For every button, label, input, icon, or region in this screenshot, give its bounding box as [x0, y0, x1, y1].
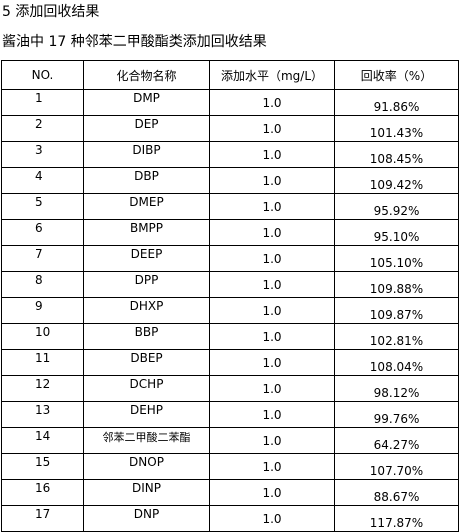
- spike-level: 1.0: [209, 297, 335, 324]
- recovery-rate: 117.87%: [334, 505, 459, 532]
- compound-name: DHXP: [83, 297, 210, 324]
- compound-name: DINP: [83, 479, 210, 506]
- table-row: 9 DHXP 1.0 109.87%: [1, 297, 459, 324]
- spike-level: 1.0: [209, 115, 335, 142]
- compound-name: DEEP: [83, 245, 210, 272]
- compound-name: DNP: [83, 505, 210, 532]
- recovery-rate: 109.42%: [334, 167, 459, 194]
- row-number: 14: [1, 427, 84, 454]
- table-row: 13 DEHP 1.0 99.76%: [1, 401, 459, 428]
- column-header-level: 添加水平（mg/L）: [209, 60, 335, 90]
- table-row: 6 BMPP 1.0 95.10%: [1, 219, 459, 246]
- recovery-rate: 88.67%: [334, 479, 459, 506]
- spike-level: 1.0: [209, 479, 335, 506]
- table-caption: 酱油中 17 种邻苯二甲酸酯类添加回收结果: [2, 34, 267, 50]
- row-number: 8: [1, 271, 84, 298]
- row-number: 2: [1, 115, 84, 142]
- row-number: 4: [1, 167, 84, 194]
- row-number: 10: [1, 323, 84, 350]
- compound-name: DEHP: [83, 401, 210, 428]
- compound-name: DCHP: [83, 375, 210, 402]
- table-header-row: NO. 化合物名称 添加水平（mg/L） 回收率（%）: [1, 60, 459, 90]
- row-number: 16: [1, 479, 84, 506]
- recovery-rate: 95.92%: [334, 193, 459, 220]
- spike-level: 1.0: [209, 245, 335, 272]
- compound-name: DBEP: [83, 349, 210, 376]
- recovery-rate: 105.10%: [334, 245, 459, 272]
- column-header-recovery: 回收率（%）: [334, 60, 459, 90]
- compound-name: DNOP: [83, 453, 210, 480]
- spike-level: 1.0: [209, 349, 335, 376]
- table-row: 2 DEP 1.0 101.43%: [1, 115, 459, 142]
- compound-name: BMPP: [83, 219, 210, 246]
- row-number: 7: [1, 245, 84, 272]
- column-header-no: NO.: [1, 60, 84, 90]
- recovery-rate: 64.27%: [334, 427, 459, 454]
- spike-level: 1.0: [209, 323, 335, 350]
- recovery-rate: 99.76%: [334, 401, 459, 428]
- row-number: 12: [1, 375, 84, 402]
- spike-level: 1.0: [209, 401, 335, 428]
- table-row: 4 DBP 1.0 109.42%: [1, 167, 459, 194]
- recovery-rate: 101.43%: [334, 115, 459, 142]
- compound-name: DIBP: [83, 141, 210, 168]
- row-number: 11: [1, 349, 84, 376]
- recovery-rate: 107.70%: [334, 453, 459, 480]
- spike-level: 1.0: [209, 271, 335, 298]
- recovery-results-table: NO. 化合物名称 添加水平（mg/L） 回收率（%） 1 DMP 1.0 91…: [1, 60, 459, 532]
- compound-name: DMP: [83, 89, 210, 116]
- table-row: 8 DPP 1.0 109.88%: [1, 271, 459, 298]
- recovery-rate: 102.81%: [334, 323, 459, 350]
- spike-level: 1.0: [209, 375, 335, 402]
- compound-name: BBP: [83, 323, 210, 350]
- spike-level: 1.0: [209, 193, 335, 220]
- section-heading: 5 添加回收结果: [2, 4, 100, 20]
- table-body: 1 DMP 1.0 91.86% 2 DEP 1.0 101.43% 3 DIB…: [1, 89, 459, 532]
- row-number: 17: [1, 505, 84, 532]
- recovery-rate: 98.12%: [334, 375, 459, 402]
- spike-level: 1.0: [209, 505, 335, 532]
- table-row: 11 DBEP 1.0 108.04%: [1, 349, 459, 376]
- compound-name: DMEP: [83, 193, 210, 220]
- recovery-rate: 109.88%: [334, 271, 459, 298]
- spike-level: 1.0: [209, 219, 335, 246]
- row-number: 15: [1, 453, 84, 480]
- compound-name: DEP: [83, 115, 210, 142]
- table-row: 1 DMP 1.0 91.86%: [1, 89, 459, 116]
- recovery-rate: 91.86%: [334, 89, 459, 116]
- row-number: 5: [1, 193, 84, 220]
- recovery-rate: 108.04%: [334, 349, 459, 376]
- spike-level: 1.0: [209, 141, 335, 168]
- spike-level: 1.0: [209, 167, 335, 194]
- spike-level: 1.0: [209, 89, 335, 116]
- table-row: 17 DNP 1.0 117.87%: [1, 505, 459, 532]
- row-number: 1: [1, 89, 84, 116]
- compound-name: DPP: [83, 271, 210, 298]
- recovery-rate: 108.45%: [334, 141, 459, 168]
- compound-name: 邻苯二甲酸二苯酯: [83, 427, 210, 454]
- column-header-compound: 化合物名称: [83, 60, 210, 90]
- recovery-rate: 109.87%: [334, 297, 459, 324]
- row-number: 9: [1, 297, 84, 324]
- table-row: 7 DEEP 1.0 105.10%: [1, 245, 459, 272]
- row-number: 3: [1, 141, 84, 168]
- recovery-rate: 95.10%: [334, 219, 459, 246]
- spike-level: 1.0: [209, 453, 335, 480]
- table-row: 15 DNOP 1.0 107.70%: [1, 453, 459, 480]
- table-row: 14 邻苯二甲酸二苯酯 1.0 64.27%: [1, 427, 459, 454]
- table-row: 16 DINP 1.0 88.67%: [1, 479, 459, 506]
- row-number: 6: [1, 219, 84, 246]
- compound-name: DBP: [83, 167, 210, 194]
- table-row: 12 DCHP 1.0 98.12%: [1, 375, 459, 402]
- row-number: 13: [1, 401, 84, 428]
- table-row: 3 DIBP 1.0 108.45%: [1, 141, 459, 168]
- table-row: 10 BBP 1.0 102.81%: [1, 323, 459, 350]
- spike-level: 1.0: [209, 427, 335, 454]
- table-row: 5 DMEP 1.0 95.92%: [1, 193, 459, 220]
